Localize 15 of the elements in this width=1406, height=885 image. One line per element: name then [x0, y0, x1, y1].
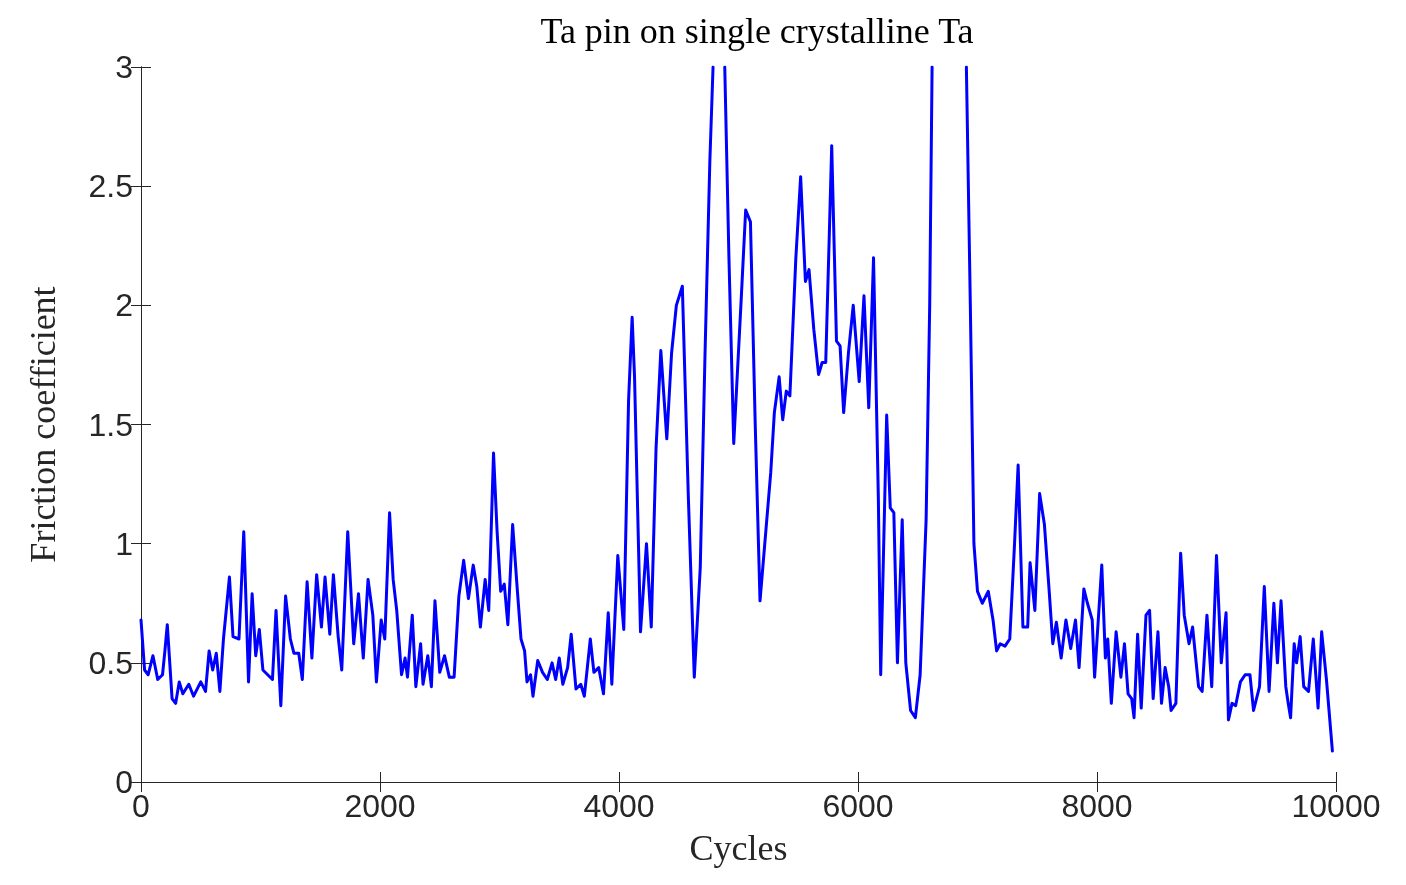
y-tick-label: 3	[115, 49, 133, 85]
x-tick-label: 10000	[1291, 788, 1381, 824]
x-tick-label: 2000	[344, 788, 416, 824]
y-axis-title: Friction coefficient	[23, 286, 63, 563]
x-axis-title: Cycles	[689, 828, 788, 868]
y-tick-label: 2.5	[88, 168, 133, 205]
chart-title: Ta pin on single crystalline Ta	[540, 11, 974, 51]
y-tick-label: 0.5	[88, 644, 133, 681]
x-tick-label: 4000	[583, 788, 655, 824]
y-tick-label: 0	[115, 764, 133, 800]
x-tick-label: 6000	[822, 788, 894, 824]
y-tick-label: 1.5	[88, 406, 133, 443]
y-tick-label: 2	[115, 287, 133, 324]
x-tick-label: 8000	[1061, 788, 1133, 824]
y-tick-label: 1	[115, 525, 133, 562]
